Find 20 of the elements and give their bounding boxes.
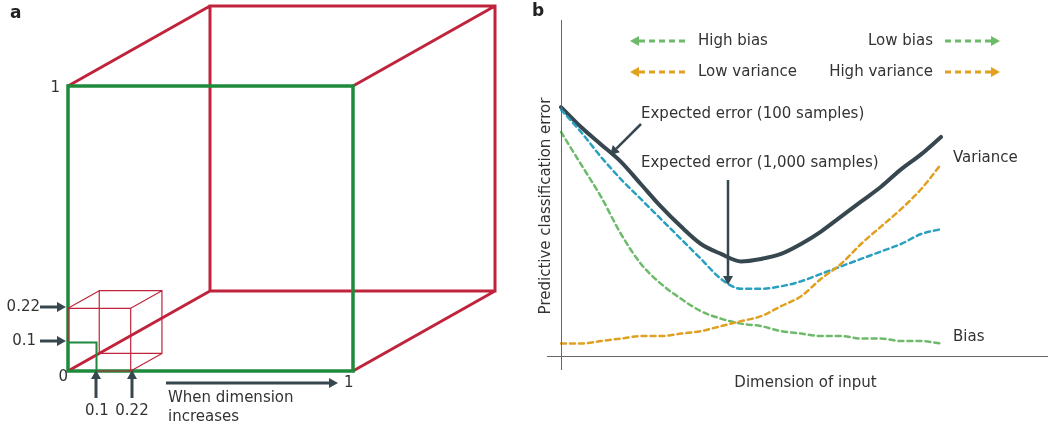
text: High bias <box>698 30 769 49</box>
x-axis-title: Dimension of input <box>734 372 877 391</box>
text: a <box>10 2 22 22</box>
annotation: Expected error (1,000 samples) <box>641 152 879 171</box>
series-label: Variance <box>953 148 1018 167</box>
annotation: Expected error (100 samples) <box>641 103 865 122</box>
text: 0 <box>57 367 68 386</box>
y-axis-title: Predictive classification error <box>535 96 554 315</box>
text: 0.1 <box>84 401 110 420</box>
chart-title: b <box>532 0 545 21</box>
text: 0.1 <box>11 331 36 350</box>
text: High variance <box>829 61 933 80</box>
text: 0.22 <box>5 297 40 316</box>
text: 0.22 <box>115 401 149 420</box>
text: 1 <box>344 373 355 392</box>
text: Low variance <box>698 61 797 80</box>
text: Low bias <box>867 30 934 49</box>
text: When dimension increases <box>168 388 295 426</box>
series-label: Bias <box>953 327 985 346</box>
text: 1 <box>49 78 60 97</box>
